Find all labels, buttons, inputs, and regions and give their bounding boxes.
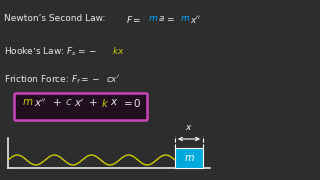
Text: $cx'$: $cx'$ (106, 73, 120, 84)
Text: $x''$: $x''$ (34, 97, 47, 109)
Text: $= 0$: $= 0$ (121, 97, 141, 109)
Text: $+$: $+$ (52, 97, 61, 108)
Text: $x'$: $x'$ (74, 97, 85, 109)
Bar (175, 148, 203, 168)
Text: $c$: $c$ (65, 97, 73, 107)
Text: $ = $: $ = $ (165, 14, 175, 23)
Text: $kx$: $kx$ (112, 45, 124, 56)
Text: $+$: $+$ (88, 97, 98, 108)
Text: $k$: $k$ (101, 97, 109, 109)
Text: $x$: $x$ (110, 97, 118, 107)
Text: Newton’s Second Law:: Newton’s Second Law: (4, 14, 105, 23)
Text: $x$: $x$ (185, 123, 193, 132)
Text: $m$: $m$ (180, 14, 190, 23)
Text: $F = $: $F = $ (126, 14, 141, 25)
FancyBboxPatch shape (14, 93, 148, 120)
Text: Friction Force: $F_f = -$: Friction Force: $F_f = -$ (4, 73, 100, 85)
Text: Hooke’s Law: $F_s = -$: Hooke’s Law: $F_s = -$ (4, 45, 97, 57)
Text: $m$: $m$ (22, 97, 33, 107)
Text: $a$: $a$ (158, 14, 165, 23)
Text: $m$: $m$ (184, 153, 195, 163)
Text: $x''$: $x''$ (190, 14, 201, 25)
Text: $m$: $m$ (148, 14, 158, 23)
